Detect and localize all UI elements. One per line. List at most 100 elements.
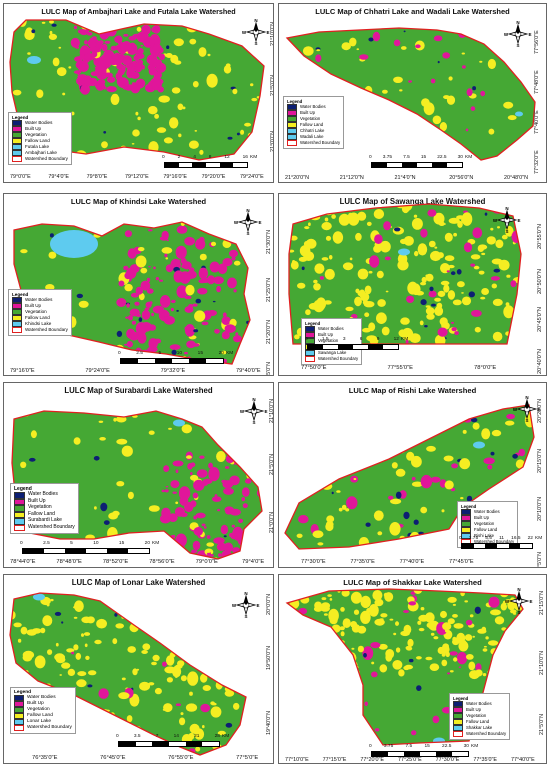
built-up-patch xyxy=(250,454,260,466)
fallow-land-patch xyxy=(321,257,329,261)
legend-swatch xyxy=(14,701,24,707)
legend-title: Legend xyxy=(14,486,32,492)
longitude-label: 78°44'0"E xyxy=(10,559,36,565)
latitude-label: 20°55'0"N xyxy=(537,224,543,249)
legend-swatch xyxy=(305,332,315,338)
fallow-land-patch xyxy=(503,483,512,490)
latitude-label: 21°30'0"N xyxy=(266,230,272,254)
fallow-land-patch xyxy=(101,141,108,149)
built-up-patch xyxy=(221,479,227,484)
built-up-patch xyxy=(451,463,458,469)
fallow-land-patch xyxy=(177,660,185,667)
fallow-land-patch xyxy=(84,643,88,648)
fallow-land-patch xyxy=(364,312,370,317)
water-body-patch xyxy=(171,349,177,355)
legend-swatch xyxy=(287,116,297,122)
fallow-land-patch xyxy=(166,677,173,683)
fallow-land-patch xyxy=(495,239,504,249)
fallow-land-patch xyxy=(302,671,306,675)
built-up-patch xyxy=(129,264,140,274)
fallow-land-patch xyxy=(173,38,184,47)
fallow-land-patch xyxy=(488,128,495,135)
legend-label: Surabardi Lake xyxy=(28,517,62,524)
built-up-patch xyxy=(152,63,157,67)
fallow-land-patch xyxy=(473,265,480,270)
fallow-land-patch xyxy=(13,622,22,628)
built-up-patch xyxy=(152,78,164,85)
fallow-land-patch xyxy=(329,598,333,601)
built-up-patch xyxy=(184,236,196,246)
built-up-patch xyxy=(190,462,196,467)
fallow-land-patch xyxy=(161,247,173,254)
built-up-patch xyxy=(175,469,179,473)
fallow-land-patch xyxy=(57,737,65,744)
built-up-patch xyxy=(252,542,261,548)
compass-letter: E xyxy=(256,603,259,608)
fallow-land-patch xyxy=(437,290,446,297)
fallow-land-patch xyxy=(453,623,464,629)
fallow-land-patch xyxy=(112,638,118,645)
fallow-land-patch xyxy=(324,268,335,280)
legend-swatch xyxy=(12,132,22,138)
map-panel: LULC Map of Rishi Lake Watershed Legend Wa… xyxy=(278,382,547,568)
water-body-patch xyxy=(447,533,454,539)
built-up-patch xyxy=(128,331,140,341)
built-up-patch xyxy=(465,619,473,626)
fallow-land-patch xyxy=(469,614,474,618)
longitude-label: 77°30'0"E xyxy=(435,757,460,763)
lake xyxy=(173,419,185,427)
fallow-land-patch xyxy=(205,550,211,553)
built-up-patch xyxy=(292,635,297,639)
legend-item: Vegetation xyxy=(14,707,72,713)
fallow-land-patch xyxy=(58,46,62,49)
fallow-land-patch xyxy=(341,42,351,51)
built-up-patch xyxy=(144,600,152,605)
built-up-patch xyxy=(506,413,515,420)
fallow-land-patch xyxy=(490,227,494,231)
fallow-land-patch xyxy=(49,30,53,35)
longitude-label: 79°4'0"E xyxy=(48,174,70,180)
fallow-land-patch xyxy=(490,609,501,616)
fallow-land-patch xyxy=(342,262,354,271)
legend-item: Watershed Boundary xyxy=(305,356,358,362)
latitude-label: 21°10'0"N xyxy=(539,651,545,675)
fallow-land-patch xyxy=(426,445,436,452)
scale-bar xyxy=(371,751,469,757)
fallow-land-patch xyxy=(96,227,106,234)
fallow-land-patch xyxy=(190,474,199,481)
fallow-land-patch xyxy=(492,331,503,342)
legend-swatch xyxy=(12,303,22,309)
fallow-land-patch xyxy=(328,255,333,260)
built-up-patch xyxy=(190,472,193,476)
map-panel: LULC Map of Chhatri Lake and Wadali Lake… xyxy=(278,3,547,183)
fallow-land-patch xyxy=(435,305,442,312)
built-up-patch xyxy=(196,469,208,478)
fallow-land-patch xyxy=(507,115,517,121)
built-up-patch xyxy=(217,508,221,512)
latitude-label: 77°40'0"E xyxy=(534,110,540,134)
built-up-patch xyxy=(184,326,188,331)
fallow-land-patch xyxy=(324,662,333,669)
built-up-patch xyxy=(344,89,349,92)
compass-letter: S xyxy=(254,41,257,46)
fallow-land-patch xyxy=(148,682,155,686)
built-up-patch xyxy=(465,128,469,132)
legend-label: Khindsi Lake xyxy=(25,321,52,327)
built-up-patch xyxy=(241,552,250,558)
compass-letter: N xyxy=(254,18,257,23)
longitude-label: 77°40'0"E xyxy=(399,559,425,565)
scale-bar xyxy=(371,162,463,168)
fallow-land-patch xyxy=(441,509,445,513)
legend-label: Wadali Lake xyxy=(300,133,324,139)
fallow-land-patch xyxy=(314,655,326,665)
scale-bar-labels: 0 3.75 7.5 15 22.5 30 xyxy=(369,744,469,749)
fallow-land-patch xyxy=(237,628,245,633)
fallow-land-patch xyxy=(429,663,440,671)
legend-label: Watershed Boundary xyxy=(27,725,72,731)
built-up-patch xyxy=(370,642,381,649)
fallow-land-patch xyxy=(362,327,371,333)
water-body-patch xyxy=(93,456,100,461)
built-up-patch xyxy=(456,651,468,665)
water-body-patch xyxy=(193,329,199,333)
built-up-patch xyxy=(214,494,218,497)
